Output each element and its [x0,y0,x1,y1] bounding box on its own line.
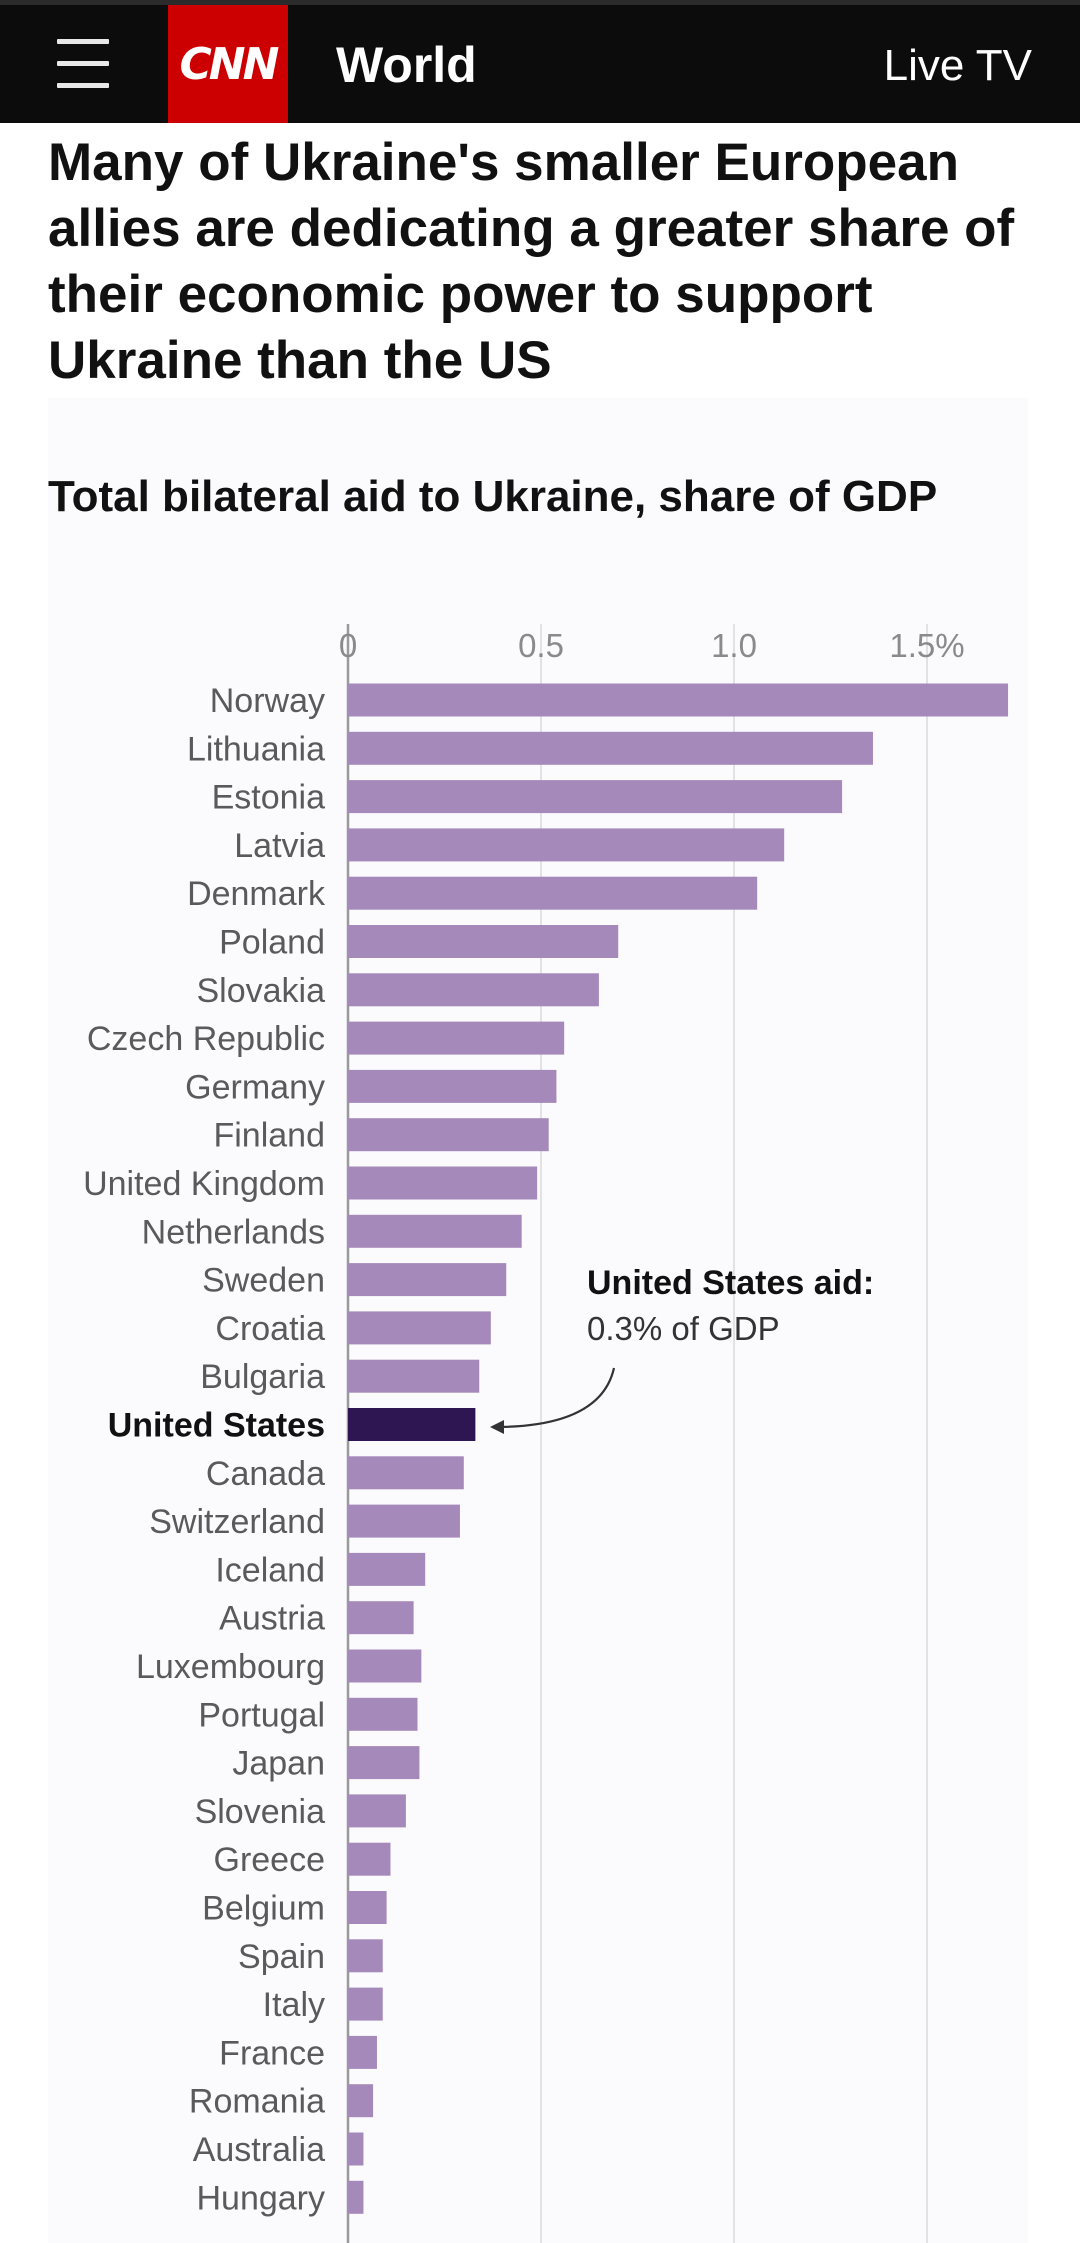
category-label: Sweden [202,1262,325,1300]
x-tick-label: 0 [339,627,357,664]
article-headline: Many of Ukraine's smaller European allie… [48,133,1015,390]
bar [348,1697,418,1731]
category-label: Luxembourg [136,1648,325,1686]
annotation-arrowhead [490,1420,504,1434]
category-label: Bulgaria [200,1358,325,1396]
category-label: Italy [263,1986,325,2024]
bar-chart: 0 0.5 1.0 1.5% Norway Lithuania Estonia Latvia… [83,624,1009,2243]
category-label: Croatia [215,1310,325,1348]
bar [348,731,873,765]
bar [348,973,599,1007]
category-label: Japan [232,1745,325,1783]
bar [348,2084,374,2118]
category-label: Greece [214,1841,326,1879]
category-label: Latvia [234,827,325,865]
bar [348,2035,377,2069]
bar [348,1311,491,1345]
annotation-title: United States aid: [587,1264,874,1302]
category-label: Spain [238,1938,325,1976]
x-tick-label: 1.0 [711,627,757,664]
category-label: Hungary [196,2179,325,2217]
bar [348,1891,387,1924]
category-label: Czech Republic [87,1020,325,1058]
category-label: Estonia [212,779,325,817]
bar [348,1263,507,1297]
category-label: Germany [185,1068,325,1106]
category-label: Portugal [198,1696,325,1734]
bar [348,1649,422,1683]
category-label: Belgium [202,1890,325,1928]
bar [348,1601,414,1635]
category-label: Norway [210,682,325,720]
x-tick-label: 1.5% [889,627,964,664]
bar [348,2180,364,2214]
cnn-logo[interactable]: CNN [168,5,288,123]
bar [348,683,1009,717]
bar [348,876,758,910]
category-label: Slovenia [195,1793,326,1831]
bar [348,1552,426,1586]
category-label: Netherlands [142,1213,325,1251]
category-label: Slovakia [196,972,325,1010]
live-tv-link[interactable]: Live TV [883,41,1032,90]
bar [348,1359,480,1393]
top-nav-bar: CNN World Live TV [0,0,1080,123]
category-label: Romania [189,2083,325,2121]
bar [348,1118,549,1152]
category-label: United States [108,1407,325,1445]
category-label: Austria [219,1600,325,1638]
category-label: United Kingdom [83,1165,325,1203]
category-label: Poland [219,924,325,962]
bar [348,828,785,862]
bar [348,1021,565,1055]
category-label: Switzerland [149,1503,325,1541]
bar [348,1746,420,1780]
category-label: France [219,2034,325,2072]
category-label: Australia [193,2131,325,2169]
bar [348,780,843,814]
category-label: Iceland [215,1551,325,1589]
bar [348,1987,383,2021]
bar [348,1504,460,1538]
bar-highlight-united-states [348,1408,476,1441]
bar [348,1794,406,1828]
bar [348,1456,464,1490]
section-link-world[interactable]: World [336,37,477,93]
logo-text: CNN [179,38,280,90]
bar [348,1939,383,1973]
bar [348,1166,538,1200]
bar [348,1214,522,1248]
hamburger-menu-icon[interactable] [57,39,109,89]
annotation-arrow-line [499,1367,616,1429]
category-label: Lithuania [187,730,325,768]
annotation-text: 0.3% of GDP [587,1310,780,1347]
bar [348,1069,557,1103]
bar [348,2132,364,2166]
bar [348,1842,391,1876]
bar [348,925,619,958]
category-label: Finland [213,1117,325,1155]
category-label: Denmark [187,875,326,913]
x-tick-label: 0.5 [518,627,564,664]
chart-title: Total bilateral aid to Ukraine, share of… [48,472,938,521]
category-label: Canada [206,1455,325,1493]
